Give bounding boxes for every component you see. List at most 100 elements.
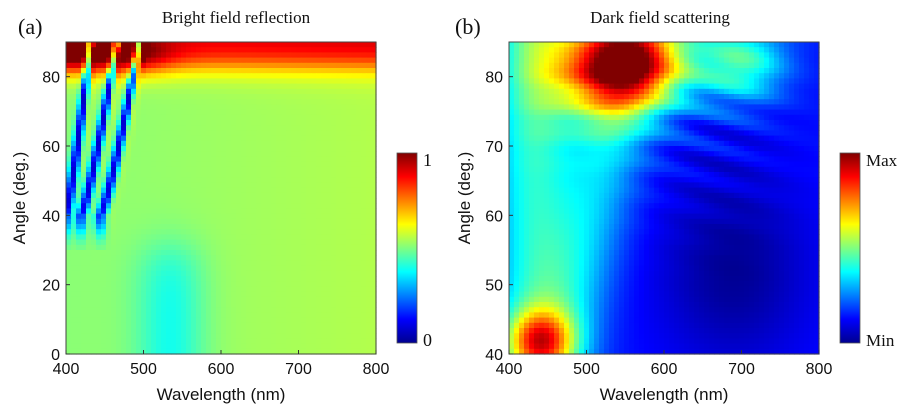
- heatmap-cell: [684, 83, 690, 90]
- heatmap-cell: [121, 109, 127, 116]
- heatmap-cell: [241, 250, 247, 256]
- heatmap-cell: [71, 177, 77, 183]
- heatmap-cell: [251, 120, 257, 126]
- heatmap-cell: [574, 140, 580, 147]
- heatmap-cell: [81, 208, 87, 215]
- heatmap-cell: [241, 343, 247, 350]
- heatmap-cell: [251, 281, 257, 287]
- heatmap-cell: [356, 265, 362, 272]
- heatmap-cell: [371, 47, 377, 53]
- heatmap-cell: [121, 42, 127, 48]
- heatmap-cell: [629, 130, 635, 137]
- heatmap-cell: [534, 109, 540, 116]
- heatmap-cell: [346, 213, 352, 220]
- heatmap-cell: [141, 224, 147, 230]
- heatmap-cell: [186, 177, 192, 183]
- heatmap-cell: [96, 286, 102, 293]
- heatmap-cell: [371, 286, 377, 293]
- heatmap-cell: [71, 296, 77, 303]
- heatmap-cell: [509, 146, 515, 152]
- heatmap-cell: [694, 94, 700, 100]
- heatmap-cell: [749, 73, 755, 79]
- heatmap-cell: [116, 68, 122, 74]
- heatmap-cell: [101, 218, 107, 225]
- heatmap-cell: [251, 328, 257, 334]
- heatmap-cell: [131, 312, 137, 319]
- heatmap-cell: [146, 42, 152, 48]
- heatmap-cell: [196, 156, 202, 163]
- heatmap-cell: [734, 68, 740, 74]
- heatmap-cell: [86, 244, 92, 251]
- heatmap-cell: [126, 338, 132, 345]
- heatmap-cell: [251, 229, 257, 235]
- heatmap-cell: [614, 57, 620, 64]
- heatmap-cell: [749, 62, 755, 69]
- heatmap-cell: [331, 78, 337, 85]
- heatmap-cell: [71, 265, 77, 272]
- heatmap-cell: [216, 338, 222, 345]
- heatmap-cell: [649, 78, 655, 85]
- heatmap-cell: [804, 62, 810, 69]
- heatmap-cell: [211, 208, 217, 215]
- heatmap-cell: [131, 47, 137, 53]
- heatmap-cell: [529, 62, 535, 69]
- heatmap-cell: [116, 182, 122, 189]
- heatmap-cell: [271, 265, 277, 272]
- heatmap-cell: [559, 88, 565, 95]
- heatmap-cell: [514, 125, 520, 131]
- heatmap-cell: [311, 62, 317, 69]
- heatmap-cell: [366, 203, 372, 209]
- heatmap-cell: [614, 73, 620, 79]
- heatmap-cell: [176, 270, 182, 277]
- heatmap-cell: [236, 244, 242, 251]
- heatmap-cell: [291, 182, 297, 189]
- heatmap-cell: [286, 208, 292, 215]
- heatmap-cell: [266, 125, 272, 131]
- heatmap-cell: [176, 94, 182, 100]
- heatmap-cell: [366, 218, 372, 225]
- heatmap-cell: [524, 94, 530, 100]
- heatmap-cell: [664, 94, 670, 100]
- heatmap-cell: [316, 135, 322, 142]
- heatmap-cell: [634, 73, 640, 79]
- heatmap-cell: [699, 94, 705, 100]
- heatmap-cell: [191, 307, 197, 313]
- heatmap-cell: [111, 182, 117, 189]
- heatmap-cell: [166, 182, 172, 189]
- heatmap-cell: [231, 322, 237, 329]
- heatmap-cell: [724, 47, 730, 53]
- heatmap-cell: [549, 130, 555, 137]
- heatmap-cell: [91, 208, 97, 215]
- heatmap-cell: [814, 140, 820, 147]
- heatmap-cell: [311, 83, 317, 90]
- heatmap-cell: [136, 94, 142, 100]
- heatmap-cell: [809, 125, 815, 131]
- heatmap-cell: [794, 73, 800, 79]
- heatmap-cell: [341, 78, 347, 85]
- heatmap-cell: [191, 255, 197, 261]
- heatmap-cell: [246, 104, 252, 111]
- heatmap-cell: [271, 276, 277, 282]
- heatmap-cell: [291, 83, 297, 90]
- heatmap-cell: [326, 146, 332, 152]
- heatmap-cell: [524, 42, 530, 48]
- heatmap-cell: [704, 104, 710, 111]
- heatmap-cell: [201, 62, 207, 69]
- heatmap-cell: [251, 140, 257, 147]
- heatmap-cell: [316, 239, 322, 246]
- heatmap-cell: [111, 140, 117, 147]
- heatmap-cell: [351, 73, 357, 79]
- heatmap-cell: [301, 187, 307, 194]
- heatmap-cell: [529, 104, 535, 111]
- heatmap-cell: [141, 83, 147, 90]
- heatmap-cell: [614, 104, 620, 111]
- heatmap-cell: [366, 146, 372, 152]
- heatmap-cell: [559, 83, 565, 90]
- heatmap-cell: [196, 302, 202, 308]
- heatmap-cell: [101, 172, 107, 178]
- heatmap-cell: [201, 114, 207, 121]
- heatmap-cell: [286, 302, 292, 308]
- heatmap-cell: [749, 88, 755, 95]
- heatmap-cell: [151, 333, 157, 339]
- heatmap-cell: [176, 182, 182, 189]
